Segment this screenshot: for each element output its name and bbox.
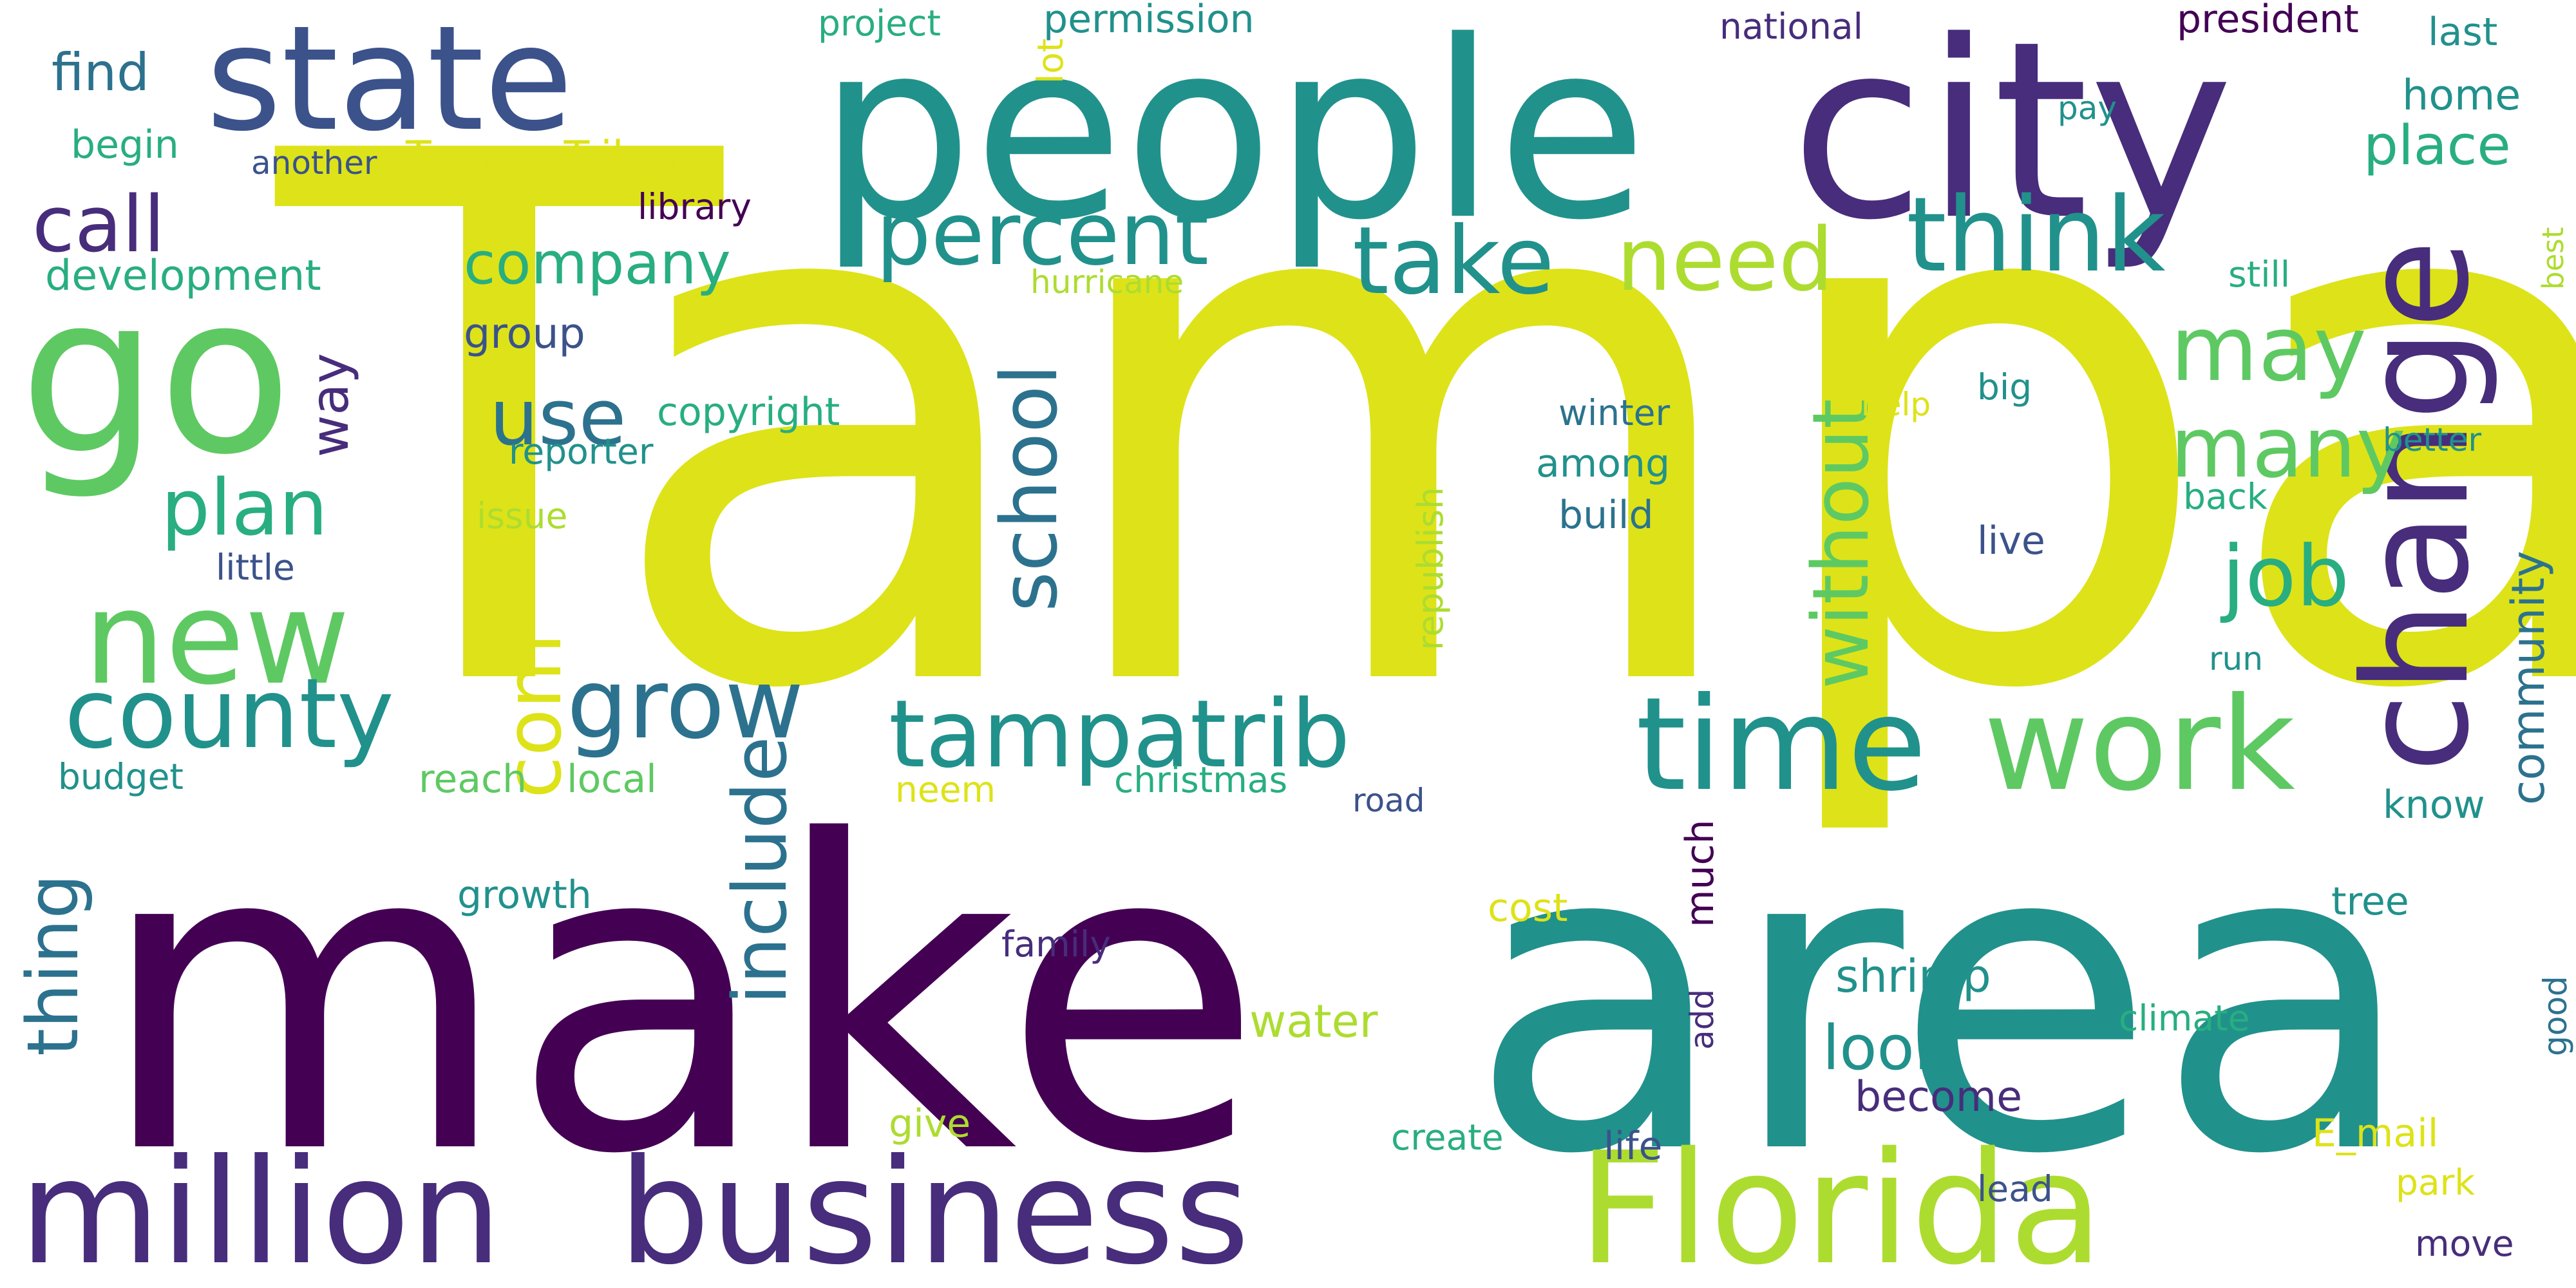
word-area: area: [1468, 752, 2416, 1247]
word-budget: budget: [58, 756, 184, 797]
word-call: call: [32, 180, 165, 270]
word-park: park: [2396, 1162, 2475, 1203]
word-grow: grow: [567, 649, 804, 761]
word-e_mail: E_mail: [2312, 1111, 2438, 1156]
word-lot: lot: [1030, 39, 1071, 84]
word-copyright: copyright: [657, 390, 840, 435]
word-go: go: [19, 248, 292, 503]
word-job: job: [2220, 527, 2349, 625]
word-neem: neem: [895, 769, 996, 810]
word-growth: growth: [457, 873, 592, 918]
word-live: live: [1977, 518, 2045, 564]
word-tampatrib: tampatrib: [889, 680, 1350, 789]
word-build: build: [1558, 493, 1654, 538]
word-pay: pay: [2058, 90, 2117, 127]
word-place: place: [2363, 114, 2511, 178]
word-shrimp: shrimp: [1835, 950, 1991, 1003]
word-group: group: [464, 310, 585, 358]
word-lead: lead: [1977, 1168, 2053, 1209]
word-move: move: [2415, 1223, 2514, 1264]
word-give: give: [889, 1101, 971, 1146]
word-know: know: [2383, 782, 2485, 828]
word-republish: republish: [1410, 487, 1451, 650]
word-people: people: [818, 0, 1647, 274]
word-christmas: christmas: [1114, 759, 1287, 800]
word-look: look: [1823, 1013, 1950, 1084]
word-business: business: [618, 1128, 1250, 1288]
word-time: time: [1636, 670, 1927, 820]
word-issue: issue: [477, 495, 567, 536]
word-little: little: [216, 547, 295, 588]
word-find: find: [52, 43, 149, 102]
word-best: best: [2536, 227, 2570, 290]
word-reporter: reporter: [509, 431, 654, 472]
word-create: create: [1391, 1117, 1504, 1158]
word-help: help: [1861, 386, 1931, 423]
word-new: new: [84, 564, 350, 714]
word-leave: leave: [1121, 529, 1166, 634]
word-water: water: [1249, 995, 1378, 1048]
word-thing: thing: [12, 874, 94, 1056]
word-big: big: [1977, 366, 2032, 408]
word-life: life: [1604, 1124, 1662, 1169]
word-cost: cost: [1488, 886, 1567, 931]
word-another: another: [251, 144, 377, 182]
word-school: school: [985, 364, 1075, 612]
word-among: among: [1536, 441, 1670, 486]
word-local: local: [567, 757, 657, 802]
word-project: project: [818, 3, 941, 44]
word-hurricane: hurricane: [1030, 263, 1184, 301]
word-reach: reach: [419, 757, 527, 802]
word-development: development: [45, 252, 321, 300]
word-change: change: [2333, 240, 2501, 773]
word-tree: tree: [2331, 879, 2409, 924]
word-good: good: [2537, 976, 2574, 1056]
word-still: still: [2228, 254, 2290, 295]
word-plan: plan: [161, 464, 328, 553]
word-percent: percent: [876, 184, 1209, 285]
word-work: work: [1984, 670, 2295, 820]
word-take: take: [1352, 207, 1555, 316]
word-library: library: [638, 186, 752, 227]
word-think: think: [1906, 175, 2166, 295]
word-million: million: [19, 1128, 502, 1288]
word-permission: permission: [1043, 0, 1255, 42]
word-need: need: [1616, 209, 1833, 310]
word-begin: begin: [71, 122, 179, 167]
word-last: last: [2428, 10, 2497, 55]
word-family: family: [1001, 923, 1111, 965]
word-add: add: [1683, 989, 1721, 1050]
word-state: state: [206, 0, 573, 164]
word-many: many: [2170, 399, 2406, 497]
word-president: president: [2177, 0, 2359, 42]
word-may: may: [2170, 297, 2367, 402]
word-florida: Florida: [1578, 1119, 2103, 1288]
word-company: company: [464, 230, 731, 298]
word-much: much: [1678, 820, 1723, 928]
word-better: better: [2383, 421, 2481, 459]
word-county: county: [64, 658, 394, 770]
word-tampa: Tampa: [265, 1, 2576, 848]
word-climate: climate: [2119, 998, 2249, 1039]
word-make: make: [97, 752, 1264, 1247]
word-back: back: [2183, 476, 2268, 517]
word-community: community: [2502, 551, 2555, 805]
word-way: way: [300, 353, 360, 457]
word-use: use: [489, 374, 626, 463]
word-national: national: [1719, 6, 1863, 47]
word-run: run: [2209, 640, 2263, 677]
word-home: home: [2402, 71, 2521, 120]
word-without: without: [1797, 399, 1886, 689]
word-winter: winter: [1558, 392, 1671, 433]
word-become: become: [1855, 1073, 2022, 1121]
word-include: include: [717, 736, 804, 1005]
word-tampa_tribune: Tampa_Tribune: [405, 133, 717, 181]
word-road: road: [1352, 782, 1425, 819]
word-com: com: [489, 634, 579, 799]
word-city: city: [1790, 0, 2233, 274]
